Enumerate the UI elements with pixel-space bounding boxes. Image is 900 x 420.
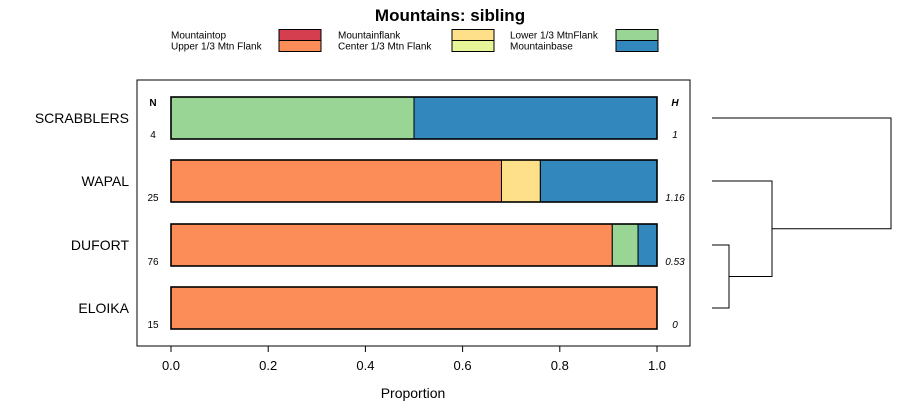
bar-segment-wapal-upper-1-3-mtn-flank [170,159,502,203]
bar-segment-wapal-mountainbase [539,159,658,203]
legend-label: Center 1/3 Mtn Flank [338,42,432,53]
legend-swatch-mountaintop [278,29,322,41]
row-labels: SCRABBLERS 4 1 WAPAL 25 1.16 DUFORT 76 0.53 ELOIK… [35,110,685,331]
bar-segment-dufort-lower-1-3-mtnflank [611,223,639,267]
legend-swatch-mountainbase [615,40,659,52]
bar-outline-wapal [170,159,658,203]
x-tick-label: 0.6 [454,358,472,373]
h-value: 0 [672,320,678,331]
legend-label: Mountainbase [510,42,573,53]
plot-frame [136,79,691,347]
legend-label: Lower 1/3 MtnFlank [510,31,599,42]
bar-outline-scrabblers [170,96,658,140]
dendrogram-link-dufort-eloika [712,244,730,309]
category-label: WAPAL [82,173,130,189]
legend-swatch-center-1-3-mtn-flank [451,40,495,52]
chart-title: Mountains: sibling [375,6,525,25]
bar-segment-eloika-upper-1-3-mtn-flank [170,286,658,330]
bar-outline-eloika [170,286,658,330]
n-value: 4 [150,130,156,141]
bar-segment-dufort-mountainbase [637,223,658,267]
x-axis: 0.0 0.2 0.4 0.6 0.8 1.0 [162,346,666,373]
bars [170,96,658,330]
bar-segment-wapal-mountainflank [500,159,541,203]
x-tick-label: 0.0 [162,358,180,373]
legend-label: Mountaintop [171,31,226,42]
n-column-header: N [149,98,156,109]
category-label: DUFORT [71,237,130,253]
dendrogram [712,117,892,309]
bar-segment-dufort-upper-1-3-mtn-flank [170,223,613,267]
category-label: ELOIKA [78,300,129,316]
h-value: 1 [672,130,678,141]
bar-outline-dufort [170,223,658,267]
legend-swatch-lower-1-3-mtnflank [615,29,659,41]
x-tick-label: 0.4 [356,358,374,373]
h-value: 0.53 [665,257,685,268]
legend-label: Mountainflank [338,31,401,42]
x-tick-label: 0.8 [551,358,569,373]
n-value: 25 [147,193,159,204]
dendrogram-link-wapal-cluster [712,180,773,277]
legend-swatch-upper-1-3-mtn-flank [278,40,322,52]
x-tick-label: 0.2 [259,358,277,373]
legend-swatch-mountainflank [451,29,495,41]
x-tick-label: 1.0 [648,358,666,373]
bar-segment-scrabblers-lower-1-3-mtnflank [170,96,415,140]
n-value: 76 [147,257,159,268]
h-column-header: H [671,98,679,109]
n-value: 15 [147,320,159,331]
x-axis-title: Proportion [381,385,446,401]
dendrogram-link-scrabblers-cluster [712,117,892,230]
h-value: 1.16 [665,193,685,204]
legend-label: Upper 1/3 Mtn Flank [171,42,263,53]
bar-segment-scrabblers-mountainbase [413,96,658,140]
category-label: SCRABBLERS [35,110,129,126]
